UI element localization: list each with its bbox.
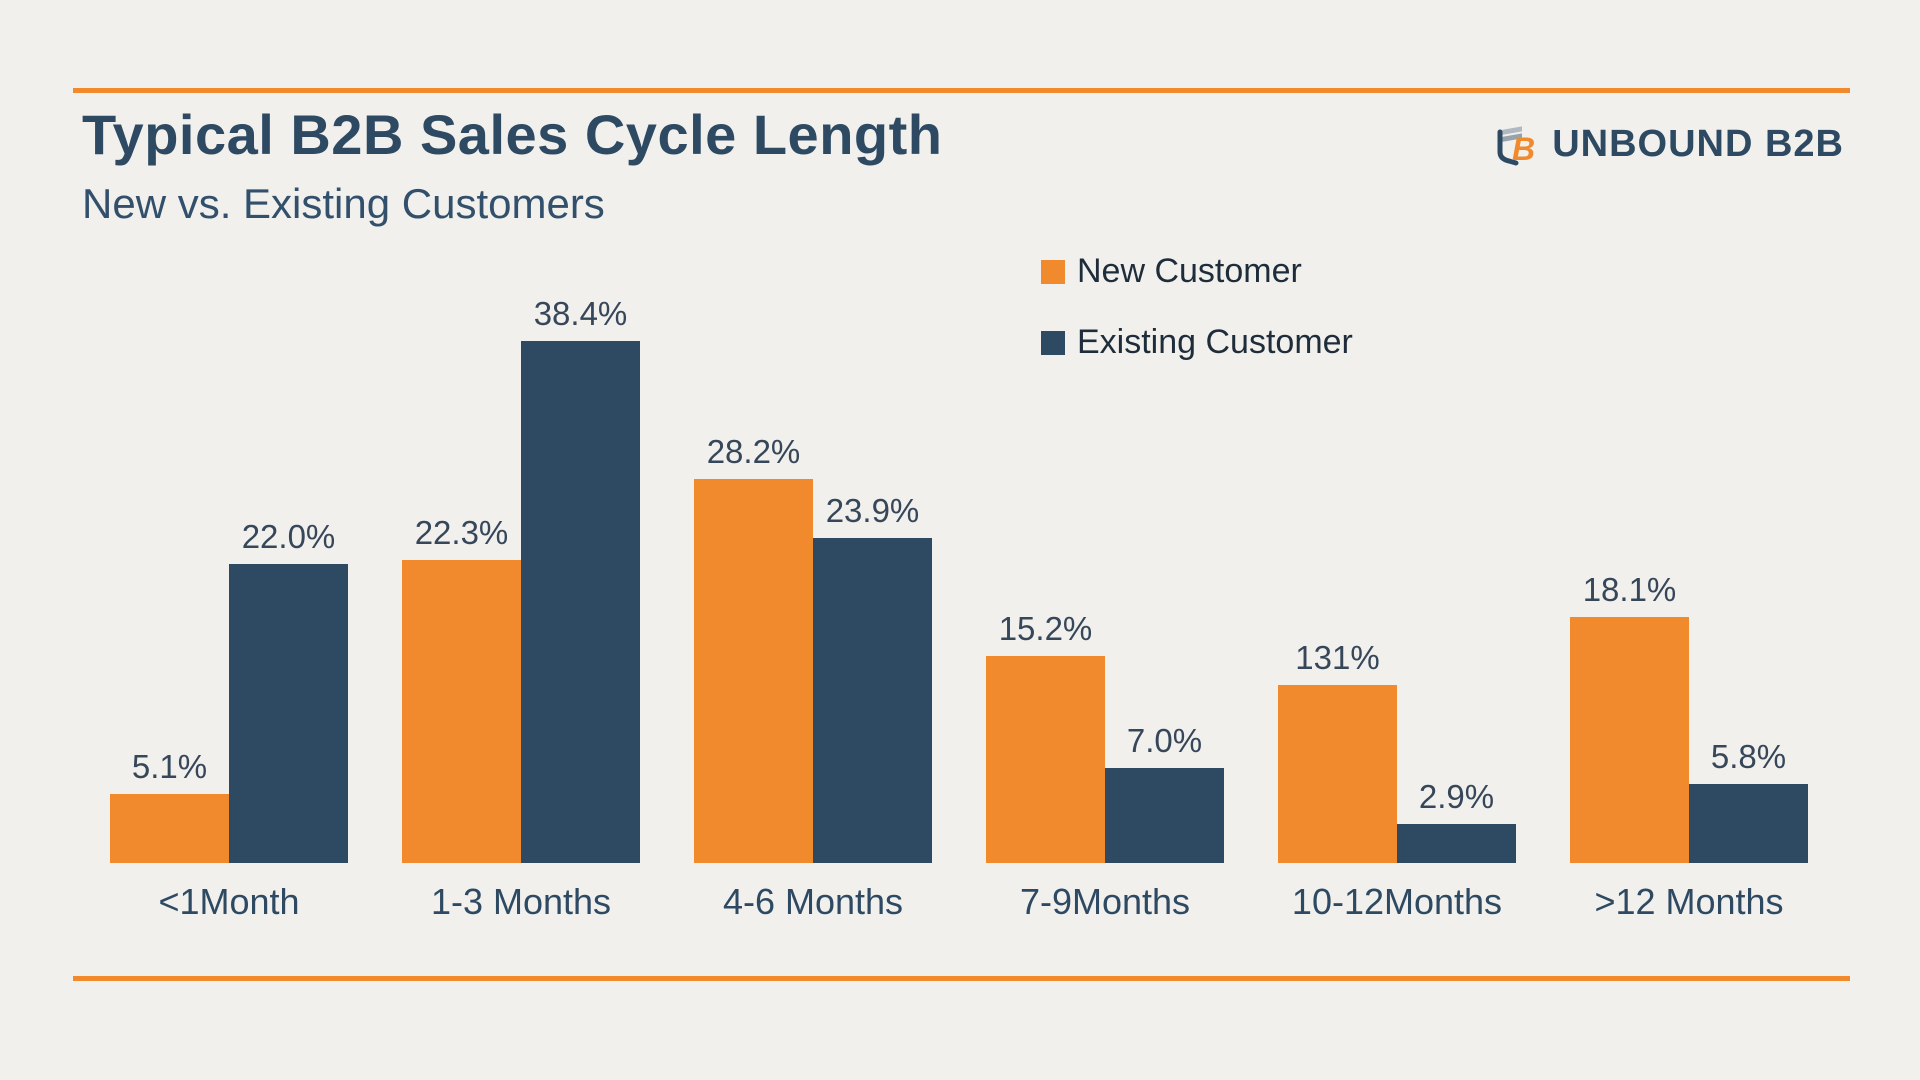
- bar-group: 18.1% 5.8% >12 Months: [1570, 571, 1808, 922]
- bar-existing-customer: [1397, 824, 1516, 863]
- bar-wrap-new-customer: 15.2%: [986, 610, 1105, 863]
- bar-group: 28.2% 23.9% 4-6 Months: [694, 433, 932, 922]
- bar-value-label: 22.3%: [414, 514, 509, 551]
- brand-name: UNBOUND B2B: [1552, 123, 1844, 165]
- bar-group: 22.3% 38.4% 1-3 Months: [402, 295, 640, 922]
- bar-value-label: 38.4%: [533, 295, 628, 332]
- bar-wrap-new-customer: 131%: [1278, 639, 1397, 863]
- legend-swatch-icon: [1041, 259, 1065, 284]
- legend-item-new-customer: New Customer: [1041, 252, 1353, 291]
- bar-wrap-new-customer: 18.1%: [1570, 571, 1689, 863]
- bar-value-label: 7.0%: [1126, 722, 1203, 759]
- bar-wrap-existing-customer: 2.9%: [1397, 778, 1516, 863]
- bar-existing-customer: [813, 538, 932, 863]
- top-divider-line: [73, 88, 1850, 93]
- legend-label: Existing Customer: [1077, 323, 1353, 361]
- bar-value-label: 15.2%: [998, 610, 1093, 647]
- legend-item-existing-customer: Existing Customer: [1041, 323, 1353, 362]
- chart-header: Typical B2B Sales Cycle Length New vs. E…: [82, 104, 942, 228]
- bar-wrap-existing-customer: 22.0%: [229, 518, 348, 863]
- bar-value-label: 22.0%: [241, 518, 336, 555]
- bar-value-label: 18.1%: [1582, 571, 1677, 608]
- bar-wrap-existing-customer: 5.8%: [1689, 738, 1808, 863]
- bar-existing-customer: [1105, 768, 1224, 863]
- chart-legend: New Customer Existing Customer: [1041, 252, 1353, 394]
- bar-group: 5.1% 22.0% <1Month: [110, 518, 348, 922]
- bar-new-customer: [1278, 685, 1397, 863]
- bar-existing-customer: [521, 341, 640, 863]
- bar-group: 131% 2.9% 10-12Months: [1278, 639, 1516, 922]
- bar-wrap-existing-customer: 7.0%: [1105, 722, 1224, 863]
- category-label: 4-6 Months: [722, 881, 904, 922]
- bar-wrap-new-customer: 22.3%: [402, 514, 521, 863]
- bar-value-label: 131%: [1295, 639, 1380, 676]
- unboundb2b-logo-icon: B: [1490, 118, 1542, 171]
- category-label: 10-12Months: [1291, 881, 1503, 922]
- category-label: <1Month: [158, 881, 300, 922]
- bar-value-label: 28.2%: [706, 433, 801, 470]
- bar-wrap-new-customer: 5.1%: [110, 748, 229, 863]
- bar-new-customer: [986, 656, 1105, 863]
- bar-group: 15.2% 7.0% 7-9Months: [986, 610, 1224, 922]
- legend-swatch-icon: [1041, 330, 1065, 355]
- bar-new-customer: [1570, 617, 1689, 863]
- bar-value-label: 23.9%: [825, 492, 920, 529]
- bar-wrap-existing-customer: 23.9%: [813, 492, 932, 863]
- legend-label: New Customer: [1077, 252, 1302, 290]
- bar-existing-customer: [229, 564, 348, 863]
- bar-existing-customer: [1689, 784, 1808, 863]
- bar-new-customer: [402, 560, 521, 863]
- bottom-divider-line: [73, 976, 1850, 981]
- category-label: 7-9Months: [1019, 881, 1191, 922]
- chart-subtitle: New vs. Existing Customers: [82, 179, 605, 227]
- bar-value-label: 2.9%: [1418, 778, 1495, 815]
- category-label: >12 Months: [1594, 881, 1784, 922]
- bar-value-label: 5.8%: [1710, 738, 1787, 775]
- bar-value-label: 5.1%: [131, 748, 208, 785]
- bar-chart: 5.1% 22.0% <1Month 22.3% 38.4% 1-3 Months 28.2…: [110, 280, 1808, 922]
- brand-logo: B UNBOUND B2B: [1490, 118, 1844, 171]
- bar-wrap-existing-customer: 38.4%: [521, 295, 640, 863]
- bar-wrap-new-customer: 28.2%: [694, 433, 813, 863]
- bar-new-customer: [694, 479, 813, 863]
- svg-text:B: B: [1512, 131, 1535, 166]
- chart-title: Typical B2B Sales Cycle Length: [82, 103, 943, 166]
- bar-new-customer: [110, 794, 229, 863]
- category-label: 1-3 Months: [430, 881, 612, 922]
